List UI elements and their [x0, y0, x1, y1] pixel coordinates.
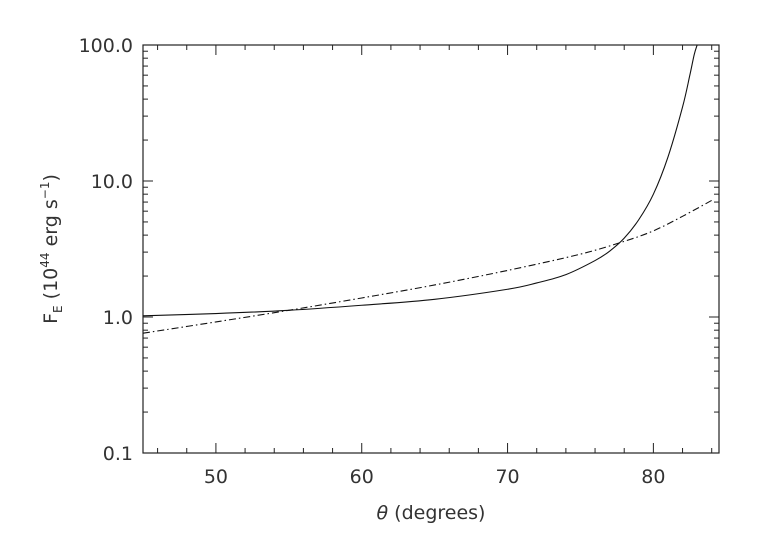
y-tick-label: 1.0	[103, 307, 133, 329]
x-axis-label: θ (degrees)	[377, 502, 486, 524]
x-axis-label-text: (degrees)	[388, 502, 485, 524]
x-axis: 50 60 70 80	[157, 45, 713, 488]
plot-curves	[142, 44, 712, 334]
y-axis-label-exp2: −1	[38, 182, 52, 200]
x-tick-label: 60	[350, 466, 374, 488]
y-axis-label-open: (10	[40, 268, 62, 306]
series-solid-line	[142, 44, 698, 317]
y-tick-label: 100.0	[79, 35, 133, 57]
y-axis: 0.1 1.0 10.0 100.0	[79, 35, 719, 465]
y-axis-label-exp1: 44	[38, 252, 52, 267]
x-tick-label: 70	[495, 466, 519, 488]
y-axis-label-mid: erg s	[40, 199, 62, 252]
y-axis-label-close: )	[40, 174, 62, 181]
x-axis-label-symbol: θ	[377, 502, 389, 524]
y-axis-label-sub: E	[51, 305, 65, 313]
y-axis-label-main: F	[40, 313, 62, 324]
plot-frame	[142, 44, 720, 454]
y-axis-label: FE (1044 erg s−1)	[38, 174, 65, 324]
x-tick-label: 50	[204, 466, 228, 488]
y-tick-label: 0.1	[103, 443, 133, 465]
y-tick-label: 10.0	[91, 171, 133, 193]
x-tick-label: 80	[641, 466, 665, 488]
series-dash-dot-line	[142, 199, 712, 334]
